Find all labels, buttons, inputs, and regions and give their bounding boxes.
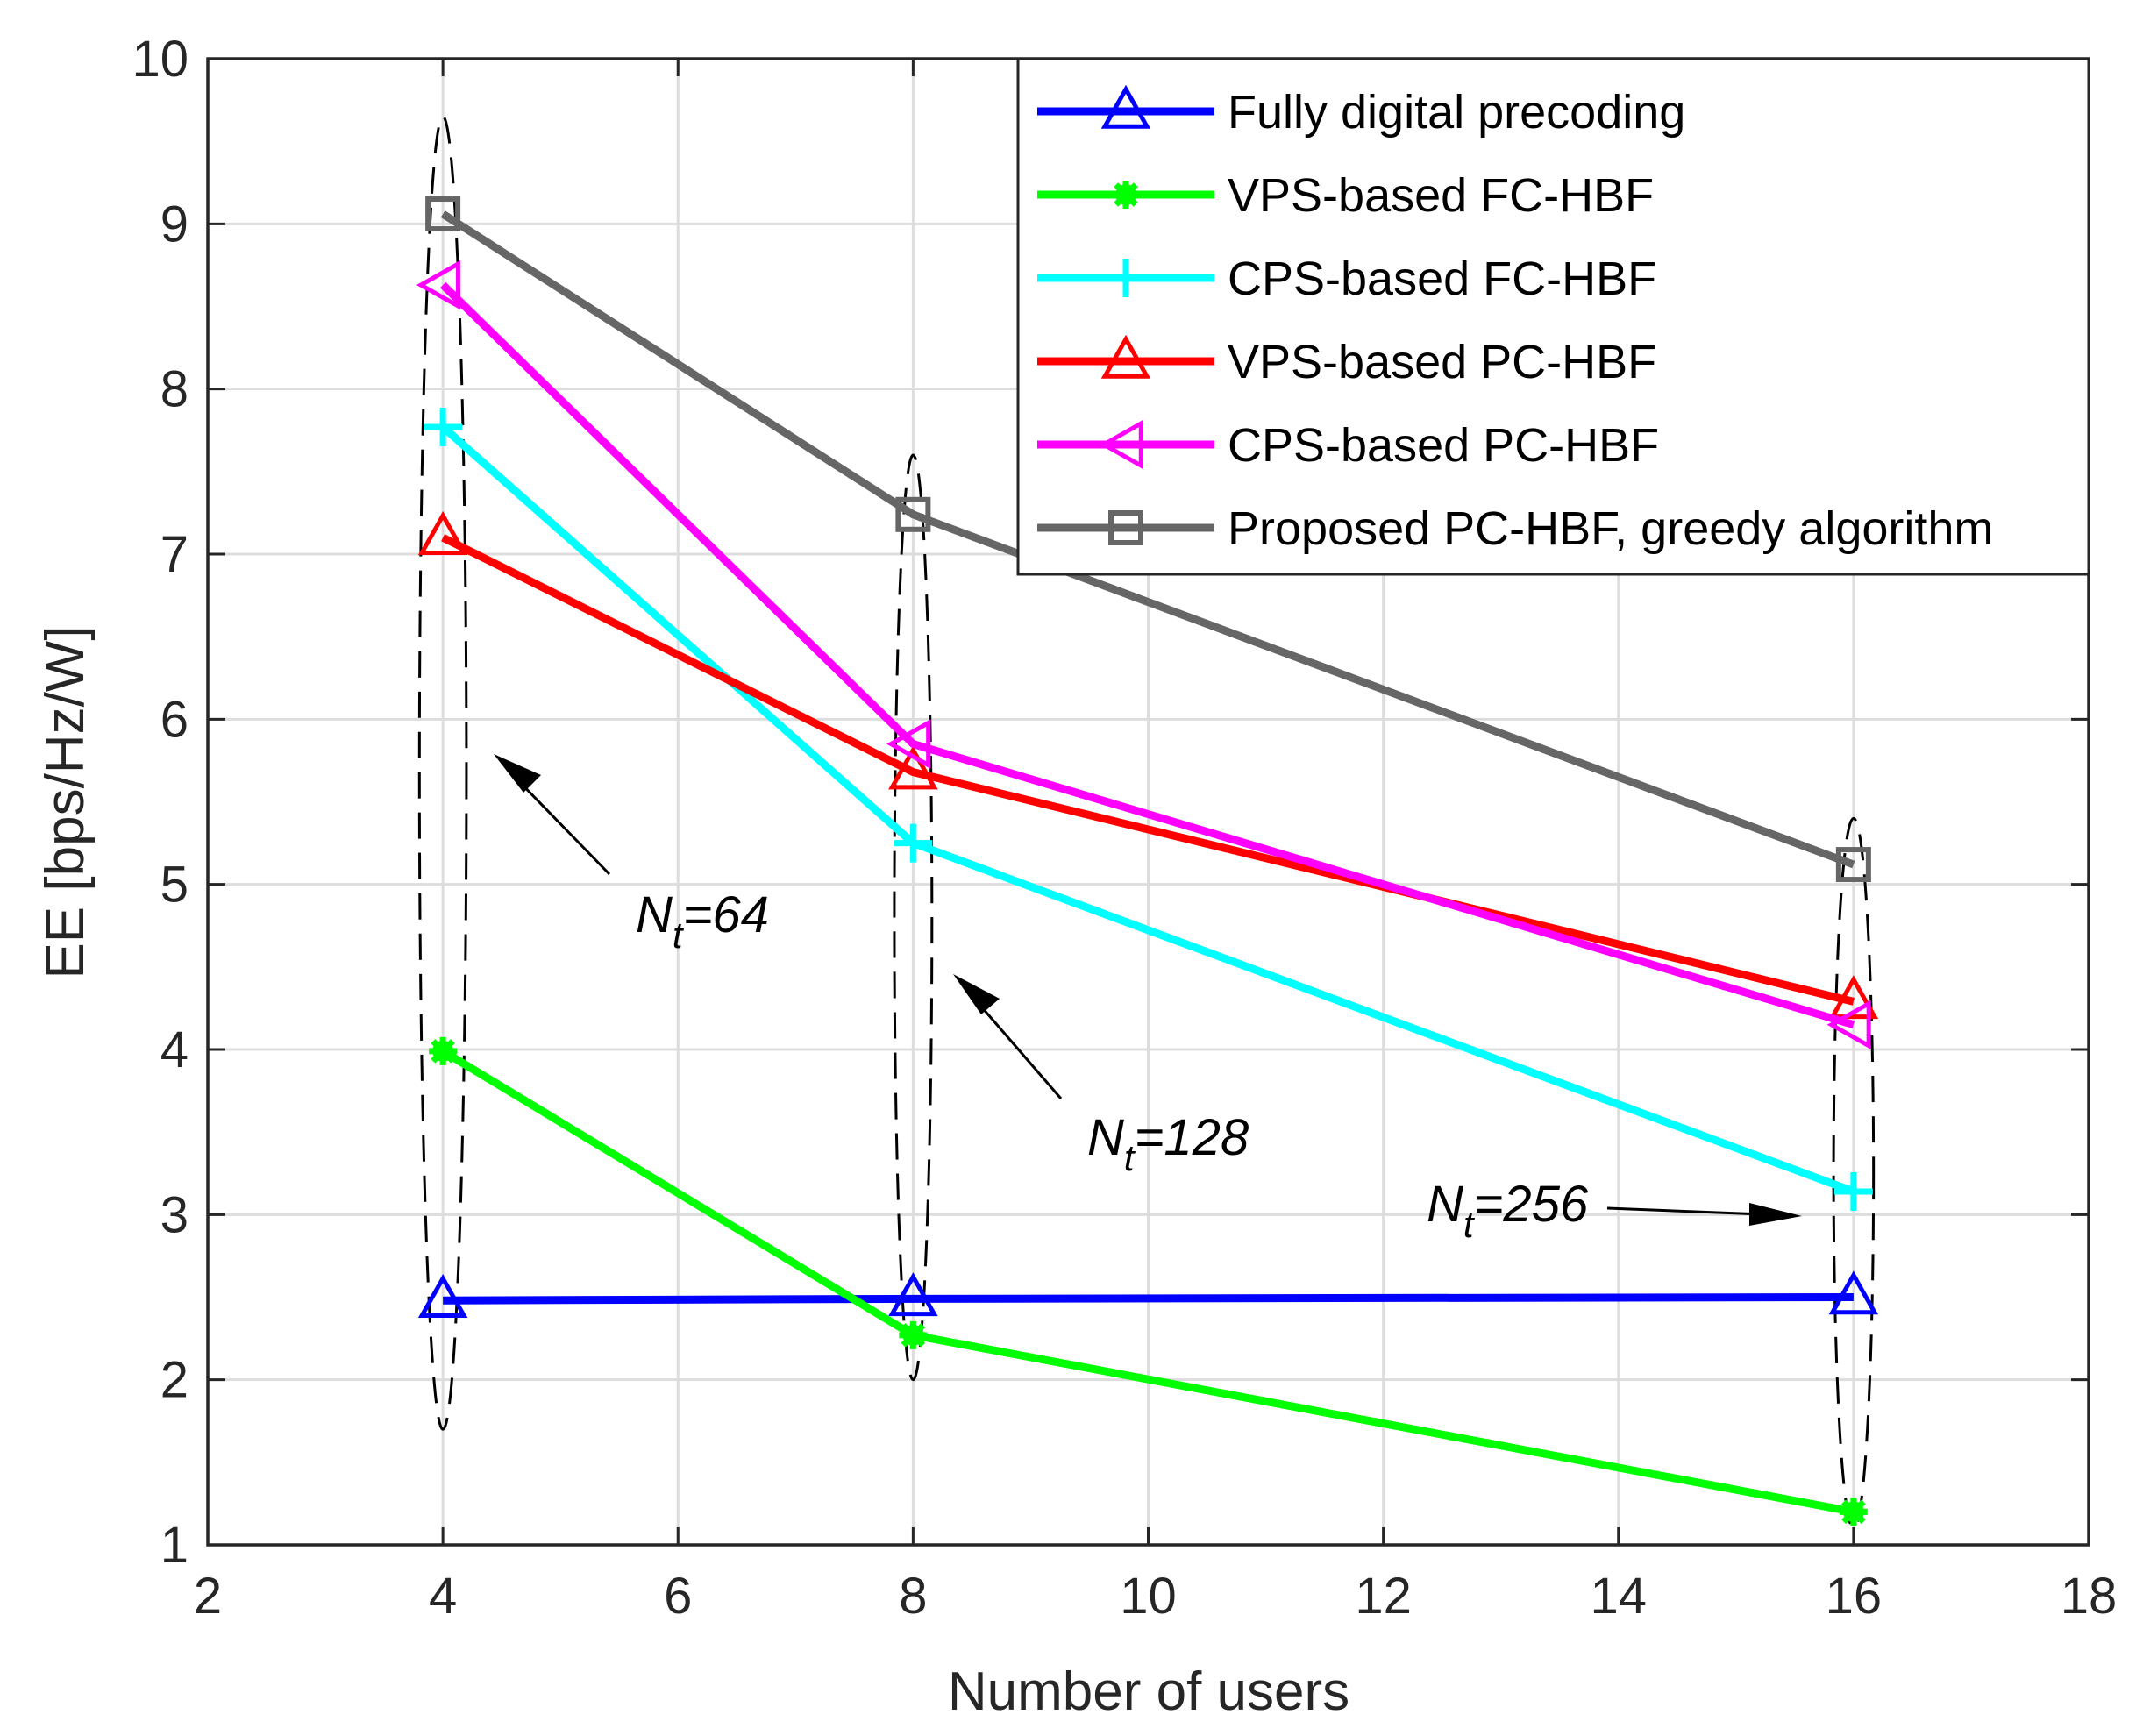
data-point [1828, 975, 1879, 1020]
annotation-label-nt128: Nt=128 [1087, 1109, 1249, 1178]
legend-marker [1107, 259, 1145, 297]
data-point [1828, 1270, 1879, 1315]
legend-marker [1100, 84, 1151, 129]
y-tick-label: 5 [160, 857, 189, 914]
x-axis-label: Number of users [948, 1661, 1349, 1722]
annotations: Nt=64 Nt=128 Nt=256 [494, 754, 1802, 1245]
annotation-label-nt64: Nt=64 [636, 886, 769, 956]
legend-entry-1: Fully digital precoding [1037, 84, 1685, 139]
annotation-arrowhead-nt128 [953, 974, 1000, 1014]
x-tick-label: 16 [1826, 1568, 1883, 1625]
legend-marker-core [1115, 184, 1136, 205]
y-tick-label: 10 [132, 31, 189, 88]
y-tick-label: 2 [160, 1352, 189, 1409]
legend: Fully digital precoding VPS-based FC-HBF C… [1016, 57, 2090, 576]
data-point [1833, 1171, 1873, 1211]
legend-label: CPS-based FC-HBF [1228, 253, 1656, 305]
y-tick-label: 8 [160, 361, 189, 418]
series-1 [417, 1270, 1879, 1319]
legend-marker [1100, 334, 1151, 379]
legend-entry-3: CPS-based FC-HBF [1037, 253, 1656, 305]
x-tick-label: 10 [1120, 1568, 1177, 1625]
annotation-ellipse [417, 115, 468, 1431]
data-point [895, 496, 931, 532]
y-axis-ticks: 1 2 3 4 5 6 7 8 9 10 [132, 31, 2089, 1574]
data-point [416, 260, 460, 310]
series-4 [417, 510, 1879, 1020]
legend-label: CPS-based PC-HBF [1228, 419, 1659, 472]
data-point [894, 823, 933, 863]
series-line [441, 534, 1855, 1006]
legend-marker [1108, 510, 1143, 545]
legend-label: VPS-based FC-HBF [1228, 169, 1654, 222]
y-tick-label: 1 [160, 1517, 189, 1574]
legend-label: Fully digital precoding [1228, 86, 1685, 139]
annotation-label-nt256: Nt=256 [1427, 1176, 1589, 1245]
data-point [1826, 1000, 1871, 1050]
data-point [1835, 847, 1871, 883]
data-point [424, 407, 463, 446]
y-tick-label: 6 [160, 691, 189, 748]
data-point [425, 196, 461, 232]
annotation-ellipse [1832, 816, 1876, 1530]
y-tick-label: 4 [160, 1021, 189, 1078]
x-tick-label: 12 [1355, 1568, 1412, 1625]
series-group [416, 196, 1879, 1526]
annotation-arrow-nt256 [1606, 1206, 1763, 1216]
y-tick-label: 7 [160, 526, 189, 583]
y-axis-label: EE [bps/Hz/W] [35, 625, 96, 978]
series-line [443, 1293, 1854, 1305]
annotation-ellipses [417, 115, 1876, 1530]
data-point [417, 1273, 468, 1319]
data-point-core [432, 1040, 454, 1062]
series-5 [416, 260, 1871, 1050]
data-point [417, 510, 468, 555]
annotation-arrow-nt64 [509, 772, 611, 876]
x-axis-ticks: 2 4 6 8 10 12 14 16 18 [194, 59, 2117, 1625]
x-tick-label: 4 [429, 1568, 457, 1625]
x-tick-label: 8 [899, 1568, 927, 1625]
series-line [439, 281, 1855, 1029]
y-tick-label: 3 [160, 1186, 189, 1243]
legend-entry-5: CPS-based PC-HBF [1037, 419, 1659, 472]
x-tick-label: 18 [2061, 1568, 2118, 1625]
data-point [888, 745, 938, 790]
series-line [440, 210, 1855, 869]
legend-marker [1099, 419, 1143, 470]
annotation-ellipse [893, 453, 934, 1382]
legend-entry-2: VPS-based FC-HBF [1037, 169, 1654, 222]
annotation-arrowhead-nt256 [1749, 1203, 1802, 1226]
series-2 [429, 1036, 1868, 1526]
series-6 [425, 196, 1871, 883]
y-tick-label: 9 [160, 196, 189, 253]
legend-entry-4: VPS-based PC-HBF [1037, 334, 1656, 388]
x-tick-label: 2 [194, 1568, 222, 1625]
legend-label: VPS-based PC-HBF [1228, 336, 1656, 388]
data-point [888, 1272, 938, 1317]
data-point-core [902, 1324, 924, 1346]
x-tick-label: 6 [664, 1568, 692, 1625]
data-point [886, 719, 931, 769]
x-tick-label: 14 [1590, 1568, 1647, 1625]
legend-box [1016, 57, 2090, 576]
legend-entry-6: Proposed PC-HBF, greedy algorithm [1037, 502, 1993, 555]
legend-label: Proposed PC-HBF, greedy algorithm [1228, 502, 1993, 555]
series-3 [424, 407, 1873, 1211]
data-point-core [1842, 1501, 1864, 1523]
annotation-arrowhead-nt64 [494, 754, 541, 793]
